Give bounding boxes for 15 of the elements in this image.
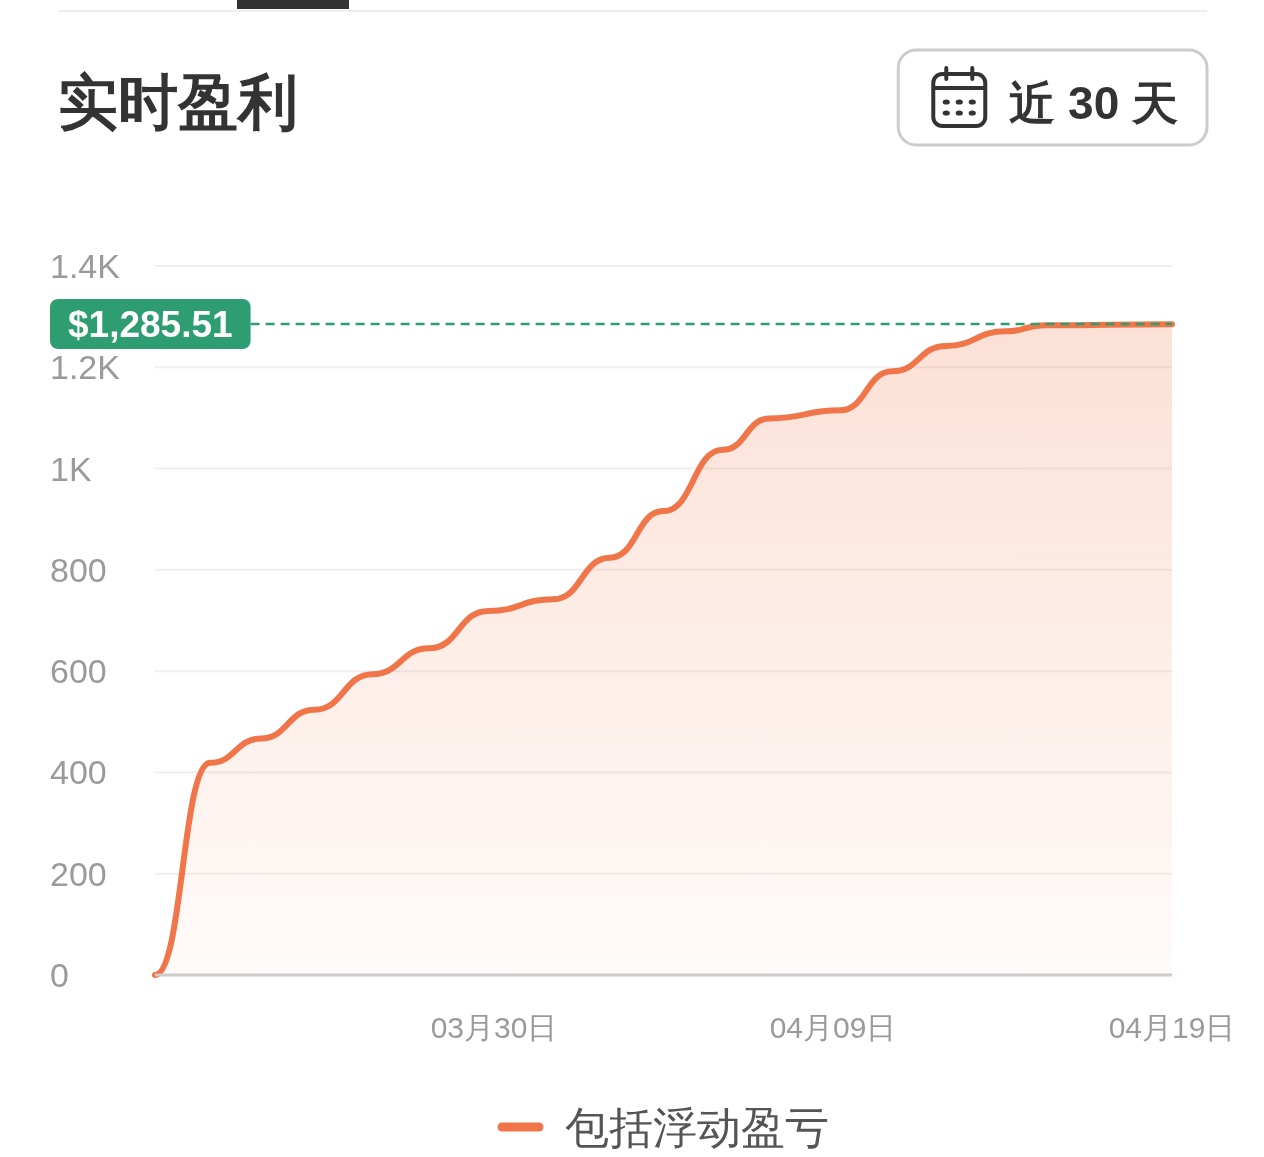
ref-line-label: $1,285.51 xyxy=(68,303,233,345)
x-tick-label: 03月30日 xyxy=(430,1011,558,1044)
y-tick-label: 400 xyxy=(50,753,107,792)
y-tick-label: 1K xyxy=(50,449,92,488)
chart-title: 实时盈利 xyxy=(58,69,298,136)
y-tick-label: 1.2K xyxy=(50,348,121,387)
x-tick-label: 04月19日 xyxy=(1108,1011,1236,1044)
y-tick-label: 0 xyxy=(50,956,69,994)
y-tick-label: 800 xyxy=(50,550,107,589)
legend-label: 包括浮动盈亏 xyxy=(565,1103,829,1152)
y-tick-label: 600 xyxy=(50,652,107,691)
text: 近 30 天 xyxy=(1009,77,1179,129)
x-tick-label: 04月09日 xyxy=(769,1011,897,1044)
y-tick-label: 1.4K xyxy=(50,247,121,285)
y-tick-label: 200 xyxy=(50,854,107,893)
